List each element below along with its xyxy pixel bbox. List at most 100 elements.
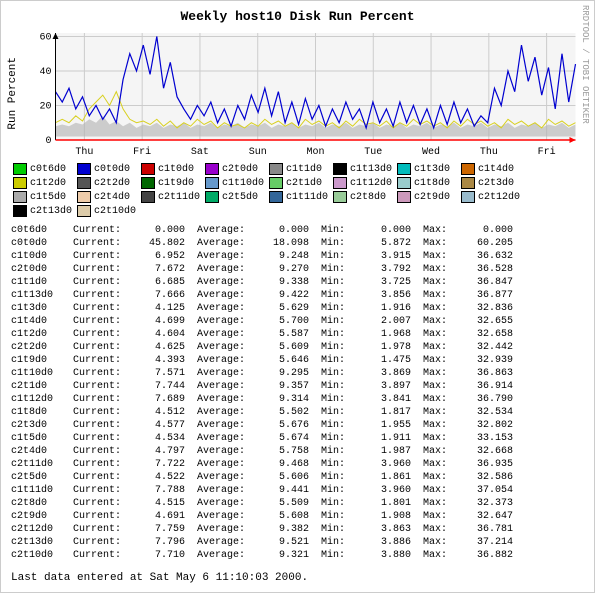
svg-text:Thu: Thu [480,146,498,158]
legend-swatch [13,177,27,189]
legend-item: c1t3d0 [397,163,457,175]
legend-swatch [397,163,411,175]
stats-row: c1t13d0Current:7.666Average:9.422Min:3.8… [11,289,584,302]
legend-item: c1t9d0 [141,177,201,189]
legend-label: c1t2d0 [30,178,66,189]
stats-row: c1t1d0Current:6.685Average:9.338Min:3.72… [11,276,584,289]
legend-swatch [269,163,283,175]
legend-swatch [77,191,91,203]
svg-text:20: 20 [39,101,51,112]
legend-swatch [333,191,347,203]
tool-credit: RRDTOOL / TOBI OETIKER [580,5,590,124]
svg-text:0: 0 [45,136,51,147]
stats-row: c1t9d0Current:4.393Average:5.646Min:1.47… [11,354,584,367]
legend-label: c1t10d0 [222,178,264,189]
legend-label: c2t3d0 [478,178,514,189]
legend-label: c1t12d0 [350,178,392,189]
legend-item: c1t12d0 [333,177,393,189]
legend-item: c2t3d0 [461,177,521,189]
stats-row: c2t1d0Current:7.744Average:9.357Min:3.89… [11,380,584,393]
legend-label: c2t8d0 [350,192,386,203]
legend-label: c2t9d0 [414,192,450,203]
chart-canvas: 0204060ThuFriSatSunMonTueWedThuFri [21,28,590,158]
legend-label: c1t3d0 [414,164,450,175]
legend-swatch [461,163,475,175]
svg-text:Mon: Mon [306,147,324,158]
legend-item: c2t2d0 [77,177,137,189]
svg-text:Tue: Tue [364,147,382,158]
legend-item: c2t13d0 [13,205,73,217]
legend-swatch [269,177,283,189]
stats-row: c2t5d0Current:4.522Average:5.606Min:1.86… [11,471,584,484]
svg-text:60: 60 [39,32,51,43]
svg-text:40: 40 [39,67,51,78]
legend-label: c1t13d0 [350,164,392,175]
legend-item: c1t8d0 [397,177,457,189]
svg-text:Thu: Thu [75,146,93,158]
legend-swatch [141,177,155,189]
legend-label: c1t4d0 [478,164,514,175]
legend-item: c2t4d0 [77,191,137,203]
legend-label: c2t0d0 [222,164,258,175]
svg-text:Wed: Wed [422,146,440,158]
legend-item: c2t0d0 [205,163,265,175]
legend-item: c1t13d0 [333,163,393,175]
legend-label: c1t1d0 [286,164,322,175]
legend-swatch [333,177,347,189]
legend-label: c2t2d0 [94,178,130,189]
stats-row: c1t11d0Current:7.788Average:9.441Min:3.9… [11,484,584,497]
stats-row: c1t3d0Current:4.125Average:5.629Min:1.91… [11,302,584,315]
stats-row: c1t5d0Current:4.534Average:5.674Min:1.91… [11,432,584,445]
legend-swatch [269,191,283,203]
stats-row: c2t11d0Current:7.722Average:9.468Min:3.9… [11,458,584,471]
legend-swatch [141,191,155,203]
legend-label: c2t5d0 [222,192,258,203]
legend-label: c1t5d0 [30,192,66,203]
legend-label: c1t11d0 [286,192,328,203]
legend-label: c1t8d0 [414,178,450,189]
stats-row: c1t0d0Current:6.952Average:9.248Min:3.91… [11,250,584,263]
chart-title: Weekly host10 Disk Run Percent [5,9,590,24]
legend-label: c1t0d0 [158,164,194,175]
stats-row: c1t8d0Current:4.512Average:5.502Min:1.81… [11,406,584,419]
stats-row: c2t10d0Current:7.710Average:9.321Min:3.8… [11,549,584,562]
legend-item: c2t8d0 [333,191,393,203]
svg-text:Sun: Sun [249,147,267,158]
svg-text:Sat: Sat [191,147,209,158]
legend-label: c2t12d0 [478,192,520,203]
legend-item: c1t4d0 [461,163,521,175]
stats-row: c1t4d0Current:4.699Average:5.700Min:2.00… [11,315,584,328]
stats-table: c0t6d0Current:0.000Average:0.000Min:0.00… [5,222,590,564]
legend-item: c2t12d0 [461,191,521,203]
legend-swatch [205,163,219,175]
stats-row: c2t9d0Current:4.691Average:5.608Min:1.90… [11,510,584,523]
stats-row: c2t8d0Current:4.515Average:5.509Min:1.80… [11,497,584,510]
legend-swatch [13,205,27,217]
stats-row: c2t12d0Current:7.759Average:9.382Min:3.8… [11,523,584,536]
legend-swatch [77,205,91,217]
legend-item: c1t5d0 [13,191,73,203]
footer-text: Last data entered at Sat May 6 11:10:03 … [5,564,590,588]
legend-label: c2t13d0 [30,206,72,217]
legend-swatch [77,177,91,189]
legend-swatch [141,163,155,175]
legend: c0t6d0 c0t0d0 c1t0d0 c2t0d0 c1t1d0 c1t13d0 c1t… [5,158,590,222]
stats-row: c2t3d0Current:4.577Average:5.676Min:1.95… [11,419,584,432]
legend-item: c2t5d0 [205,191,265,203]
svg-text:Fri: Fri [538,146,556,158]
legend-label: c2t11d0 [158,192,200,203]
legend-swatch [77,163,91,175]
legend-swatch [205,191,219,203]
legend-label: c1t9d0 [158,178,194,189]
legend-swatch [461,177,475,189]
legend-swatch [205,177,219,189]
legend-item: c2t10d0 [77,205,137,217]
stats-row: c0t0d0Current:45.802Average:18.098Min:5.… [11,237,584,250]
legend-swatch [13,163,27,175]
legend-label: c0t0d0 [94,164,130,175]
legend-swatch [397,177,411,189]
stats-row: c1t2d0Current:4.604Average:5.587Min:1.96… [11,328,584,341]
legend-item: c0t6d0 [13,163,73,175]
legend-item: c1t1d0 [269,163,329,175]
legend-label: c0t6d0 [30,164,66,175]
